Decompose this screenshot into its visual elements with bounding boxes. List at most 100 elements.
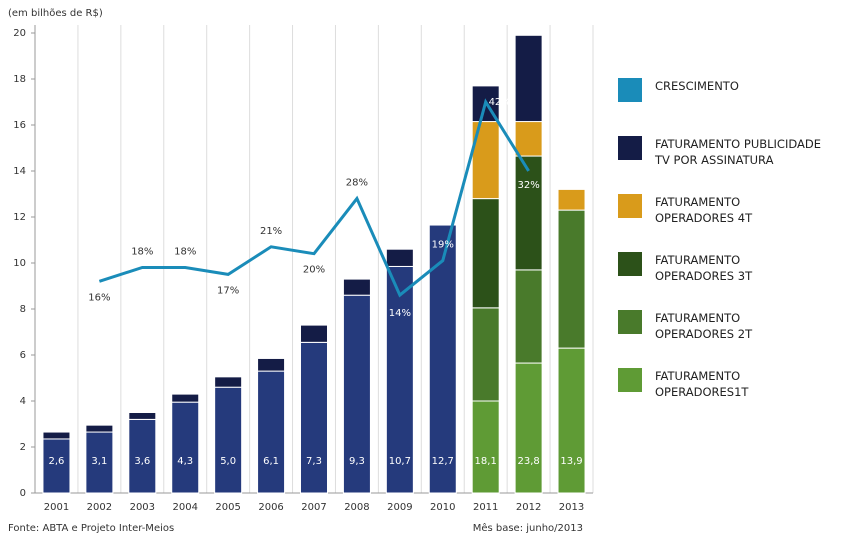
bar-total-label: 23,8 [517,456,539,467]
y-tick-label: 16 [13,120,26,131]
y-tick-label: 10 [13,258,26,269]
x-tick-label: 2008 [344,502,369,513]
y-tick-label: 18 [13,74,26,85]
legend-label: FATURAMENTO OPERADORES 2T [655,311,753,341]
bar-segment [342,294,371,494]
legend-label: FATURAMENTO OPERADORES 4T [655,195,753,225]
legend-swatch [618,194,642,218]
bar-segment [85,431,114,494]
bar-segment [85,424,114,433]
bar-segment [342,278,371,296]
legend-item: FATURAMENTO OPERADORES 4T [618,192,843,250]
growth-label: 18% [174,246,196,257]
growth-line [98,98,530,298]
legend-item: FATURAMENTO OPERADORES 2T [618,308,843,366]
y-tick-label: 14 [13,166,26,177]
bar-segment [471,198,500,309]
bar-segment [214,376,243,388]
x-tick-label: 2003 [130,502,155,513]
legend-swatch [618,252,642,276]
bar-total-label: 5,0 [220,456,236,467]
x-tick-label: 2002 [87,502,112,513]
growth-label: 20% [303,265,325,276]
x-tick-label: 2012 [516,502,541,513]
growth-label: 32% [517,180,539,191]
y-tick-label: 4 [20,396,26,407]
legend-swatch [618,368,642,392]
y-tick-label: 8 [20,304,26,315]
bar-segment [514,121,543,157]
legend-item: FATURAMENTO PUBLICIDADE TV POR ASSINATUR… [618,134,843,192]
y-tick-label: 20 [13,28,26,39]
bar-segment [257,357,286,372]
bar-segment [385,265,414,494]
y-tick-label: 12 [13,212,26,223]
base-note: Mês base: junho/2013 [473,522,583,534]
y-tick-label: 2 [20,442,26,453]
x-tick-label: 2010 [430,502,455,513]
legend-label: CRESCIMENTO [655,79,739,93]
bar-segment [557,188,586,211]
growth-label: 42% [489,97,511,108]
source: Fonte: ABTA e Projeto Inter-Meios [8,523,174,534]
bar-segment [385,248,414,267]
bar-segment [471,307,500,402]
bar-segment [514,34,543,123]
growth-label: 17% [217,285,239,296]
bar-segment [42,438,71,494]
bar-segment [214,386,243,494]
legend-item: CRESCIMENTO [618,76,843,134]
bar-segment [428,224,457,494]
legend-item: FATURAMENTO OPERADORES 3T [618,250,843,308]
bar-segment [171,393,200,403]
bar-total-label: 3,6 [134,456,150,467]
growth-label: 16% [88,292,110,303]
legend-label: FATURAMENTO PUBLICIDADE TV POR ASSINATUR… [655,137,821,167]
x-tick-label: 2005 [215,502,240,513]
bar-total-label: 18,1 [475,456,497,467]
bar-segment [471,121,500,200]
bar-segment [171,401,200,494]
y-tick-label: 6 [20,350,26,361]
x-tick-label: 2001 [44,502,69,513]
bar-segment [514,155,543,271]
growth-label: 14% [389,308,411,319]
bar-total-label: 10,7 [389,456,411,467]
bar-segment [471,400,500,494]
legend-item: FATURAMENTO OPERADORES1T [618,366,843,424]
x-tick-label: 2006 [258,502,283,513]
legend-label: FATURAMENTO OPERADORES1T [655,369,749,399]
legend-label: FATURAMENTO OPERADORES 3T [655,253,753,283]
bar-segment [257,370,286,494]
bar-segment [557,347,586,494]
bar-total-label: 7,3 [306,456,322,467]
bar-segment [128,412,157,420]
bar-total-label: 2,6 [49,456,65,467]
y-tick-label: 0 [20,488,26,499]
bar-segment [42,431,71,440]
x-tick-label: 2009 [387,502,412,513]
bar-segment [300,341,328,494]
growth-label: 21% [260,226,282,237]
unit-label: (em bilhões de R$) [8,8,103,19]
bar-total-label: 12,7 [432,456,454,467]
bar-total-label: 4,3 [177,456,193,467]
bar-segment [514,362,543,494]
x-tick-label: 2004 [173,502,198,513]
x-tick-label: 2011 [473,502,498,513]
bar-total-label: 13,9 [560,456,582,467]
growth-label: 28% [346,178,368,189]
growth-label: 19% [432,240,454,251]
bar-total-label: 3,1 [91,456,107,467]
bar-segment [128,418,157,494]
bar-segment [514,269,543,364]
bar-segment [300,324,328,343]
bar-total-label: 6,1 [263,456,279,467]
legend: CRESCIMENTO FATURAMENTO PUBLICIDADE TV PO… [618,76,843,424]
x-tick-label: 2007 [301,502,326,513]
legend-swatch [618,310,642,334]
bar-total-label: 9,3 [349,456,365,467]
x-tick-label: 2013 [559,502,584,513]
